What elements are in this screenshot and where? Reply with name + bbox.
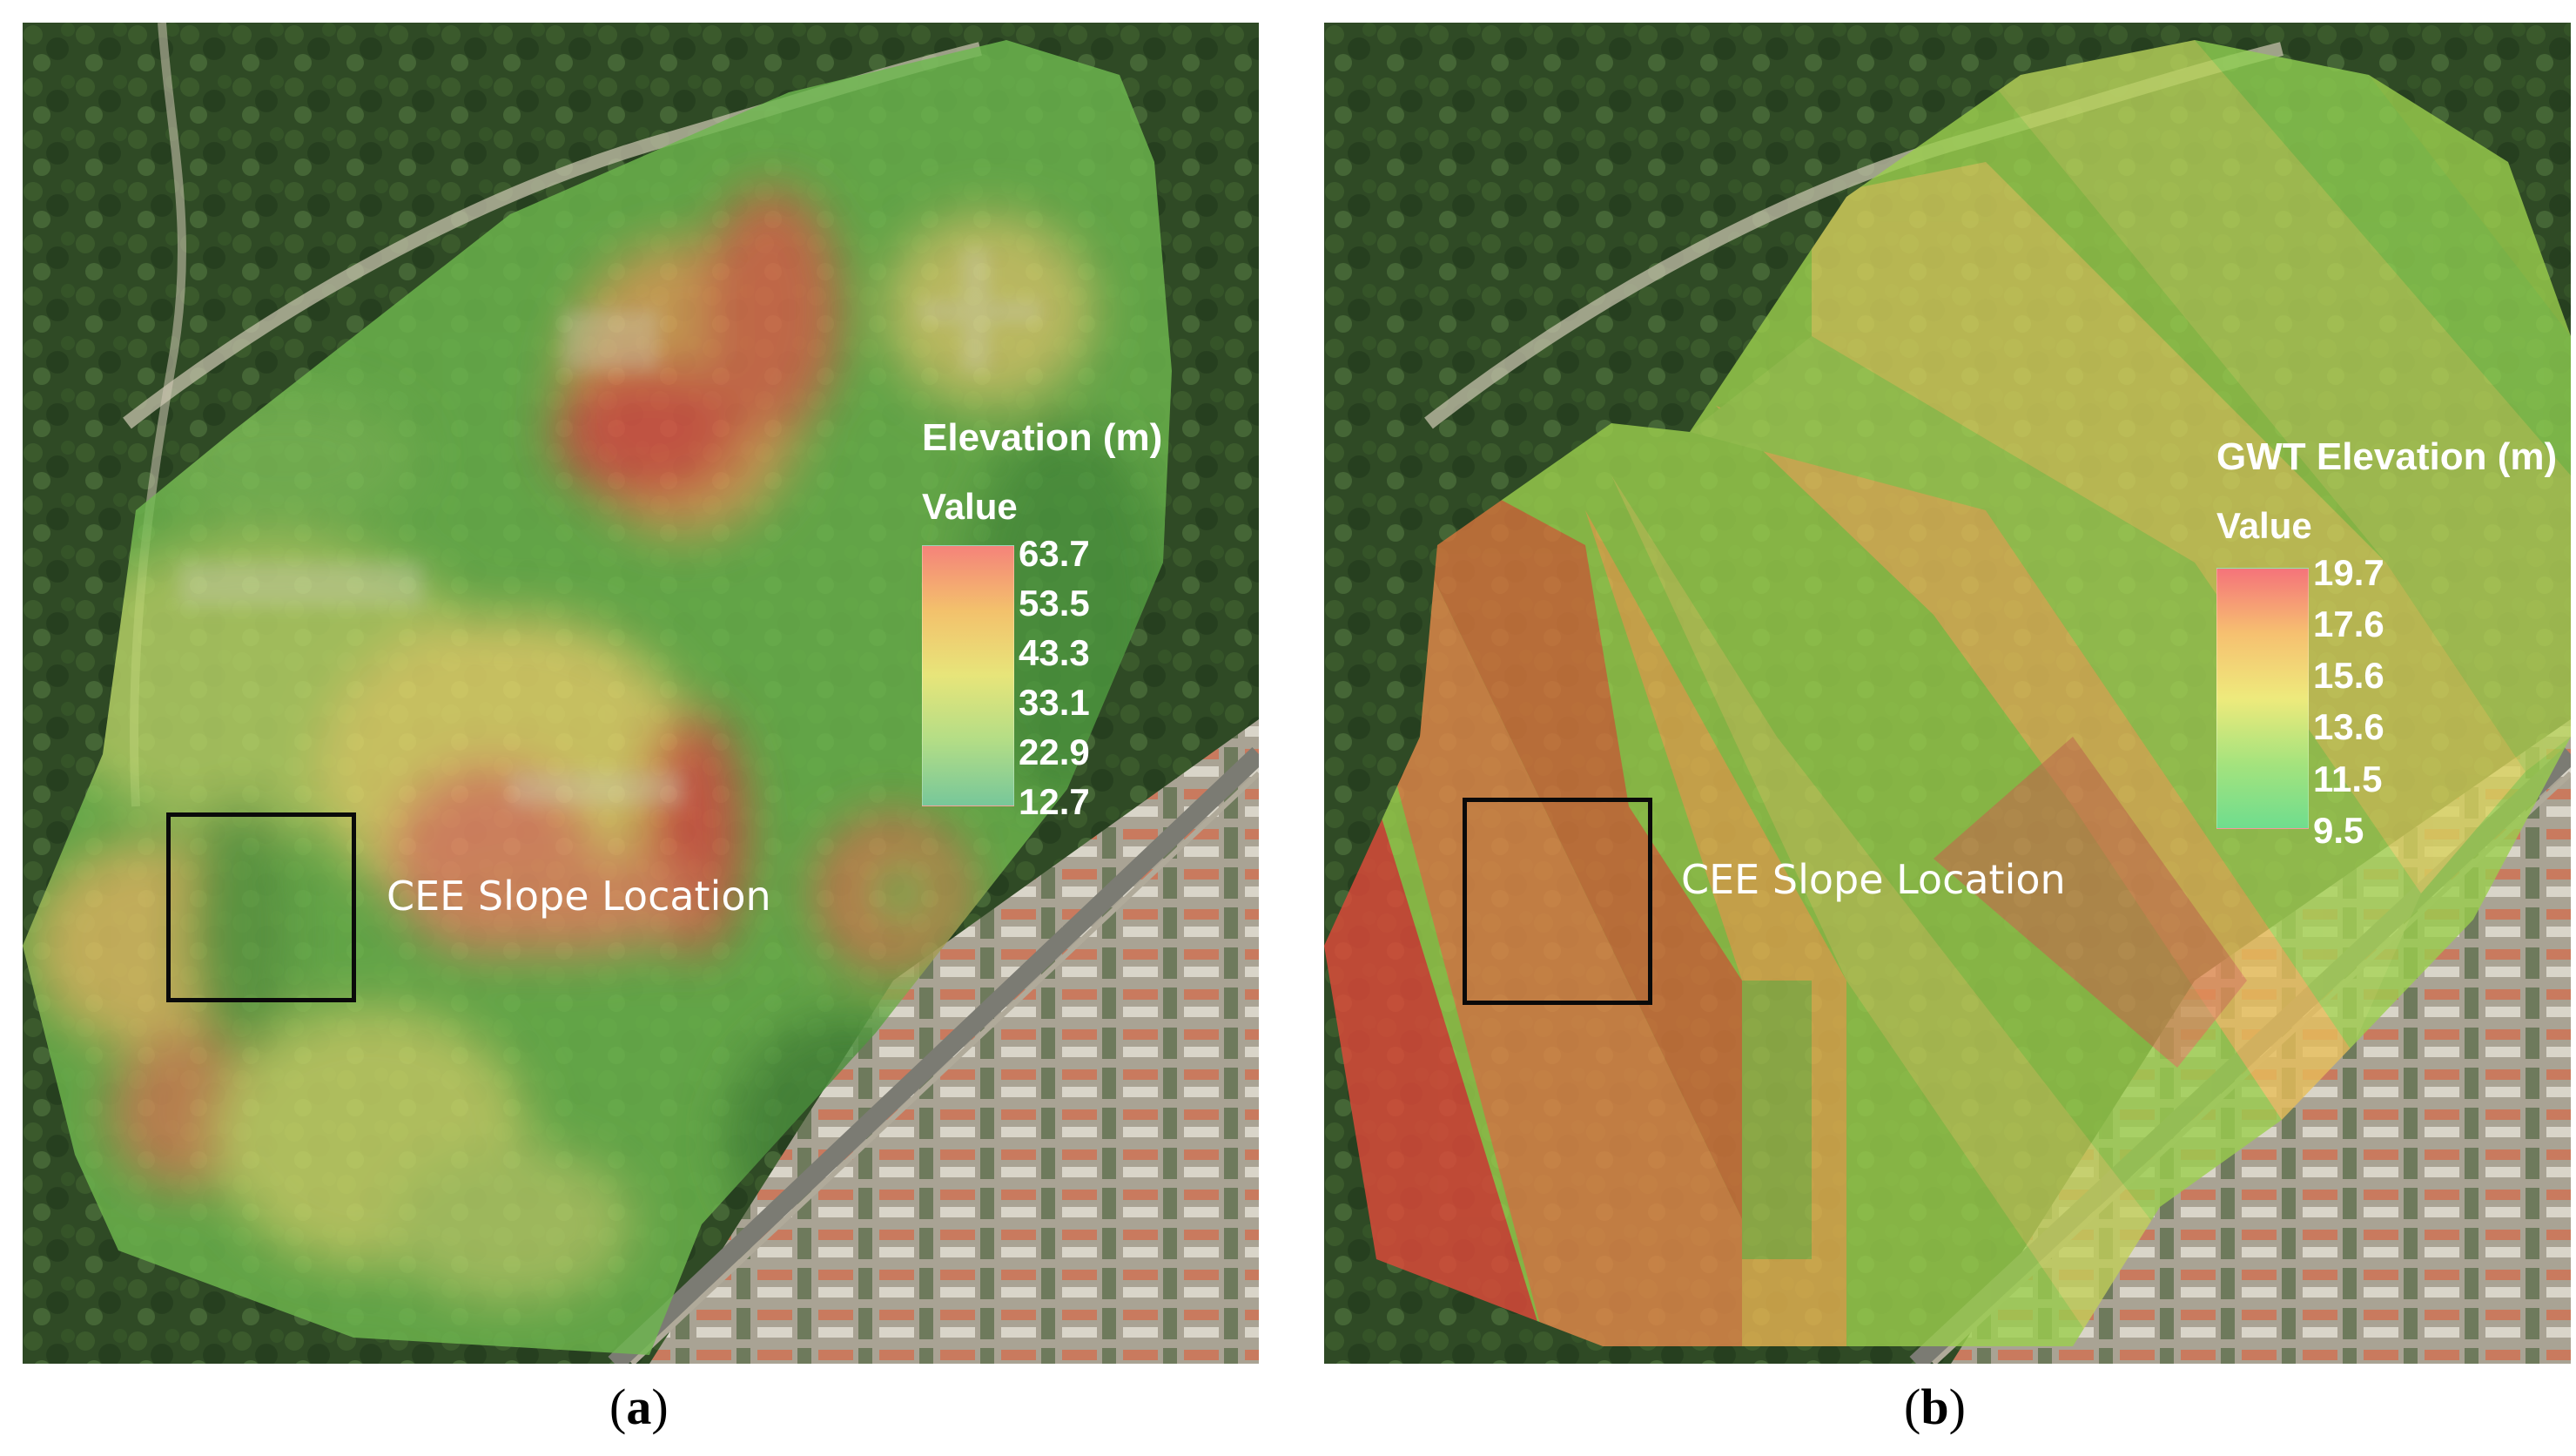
slope-location-label: CEE Slope Location (387, 873, 771, 920)
slope-location-label: CEE Slope Location (1681, 856, 2066, 903)
legend-tick: 53.5 (1019, 583, 1090, 624)
legend-tick: 43.3 (1019, 632, 1090, 673)
legend-color-ramp (922, 545, 1014, 806)
panel-caption-b: (b) (1904, 1378, 1966, 1435)
elevation-map-image (23, 23, 1259, 1364)
slope-location-box (166, 812, 356, 1002)
legend-tick: 11.5 (2313, 758, 2383, 799)
legend-tick: 22.9 (1019, 731, 1090, 772)
legend-tick: 17.6 (2313, 603, 2384, 644)
legend-title: GWT Elevation (m) (2216, 435, 2558, 478)
legend-tick: 19.7 (2313, 552, 2384, 593)
legend-tick: 12.7 (1019, 781, 1090, 822)
slope-location-box (1463, 798, 1652, 1005)
legend-tick: 63.7 (1019, 533, 1090, 574)
legend-tick: 33.1 (1019, 682, 1090, 723)
elevation-map-panel: CEE Slope Location Elevation (m) Value 6… (23, 23, 1259, 1364)
legend-color-ramp (2216, 568, 2309, 829)
legend-tick: 15.6 (2313, 655, 2384, 696)
legend-title: Elevation (m) (922, 416, 1163, 459)
panel-caption-a: (a) (609, 1378, 669, 1435)
legend-value-heading: Value (2216, 505, 2312, 546)
caption-letter: a (626, 1378, 652, 1435)
caption-letter: b (1920, 1378, 1949, 1435)
gwt-elevation-map-panel: CEE Slope Location GWT Elevation (m) Val… (1324, 23, 2571, 1364)
legend-tick: 9.5 (2313, 810, 2364, 851)
legend-value-heading: Value (922, 486, 1018, 527)
gwt-elevation-map-image (1324, 23, 2571, 1364)
legend-tick: 13.6 (2313, 706, 2384, 747)
